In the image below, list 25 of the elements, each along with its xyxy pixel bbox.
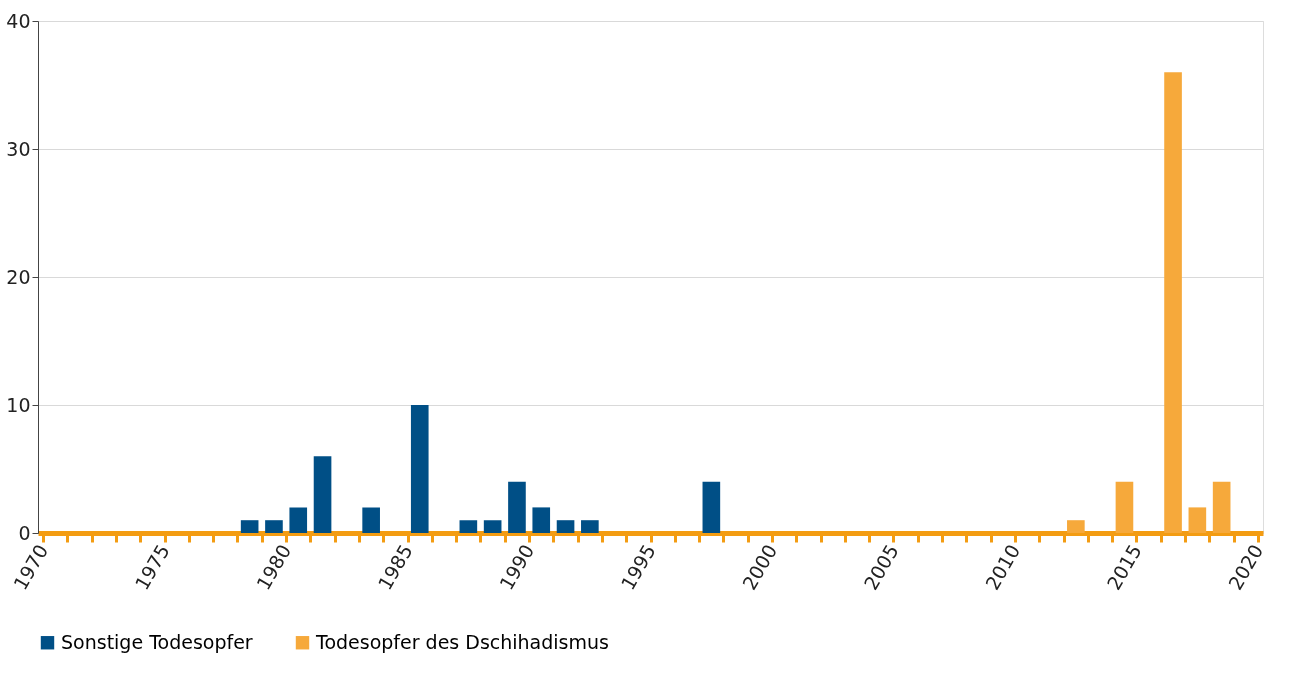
bar (265, 520, 283, 533)
legend-label: Sonstige Todesopfer (61, 630, 253, 653)
legend-label: Todesopfer des Dschihadismus (315, 630, 609, 653)
bar (362, 507, 380, 533)
y-tick-label: 10 (6, 393, 31, 416)
bar (556, 520, 575, 533)
bar (532, 507, 551, 533)
bar (410, 405, 429, 533)
bar (483, 520, 502, 533)
bar (289, 507, 308, 533)
bar (240, 520, 259, 533)
bar (459, 520, 478, 533)
bar (1164, 72, 1182, 533)
bar (702, 481, 721, 533)
bar (313, 456, 332, 533)
bar (1188, 507, 1207, 533)
bar (1115, 481, 1134, 533)
bar (1212, 481, 1231, 533)
bar (1067, 520, 1085, 533)
y-tick-label: 40 (6, 9, 31, 32)
y-tick-label: 20 (6, 265, 31, 288)
y-tick-label: 0 (18, 521, 31, 544)
bar (581, 520, 599, 533)
y-tick-label: 30 (6, 137, 31, 160)
bar (508, 481, 526, 533)
